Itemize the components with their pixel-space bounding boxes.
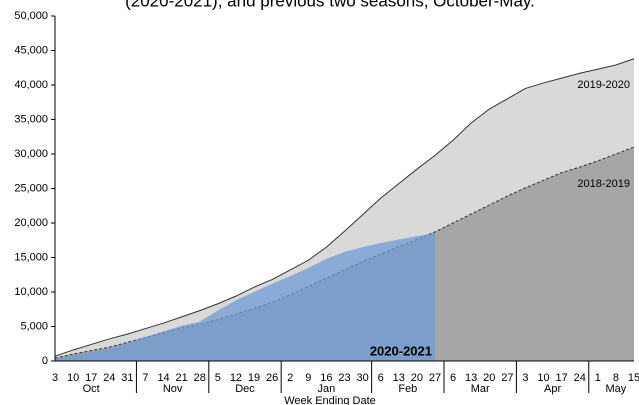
chart-title: (2020-2021), and previous two seasons, O… <box>125 0 535 10</box>
y-tick-label: 50,000 <box>14 10 48 22</box>
y-tick-label: 45,000 <box>14 44 48 56</box>
x-tick-label: 13 <box>393 372 405 384</box>
month-label: Dec <box>235 383 255 395</box>
y-tick-label: 30,000 <box>14 148 48 160</box>
series-label: 2018-2019 <box>577 178 630 190</box>
x-tick-label: 3 <box>52 372 58 384</box>
y-tick-label: 0 <box>42 355 48 367</box>
x-tick-label: 31 <box>121 372 133 384</box>
x-tick-label: 12 <box>230 372 242 384</box>
x-tick-label: 14 <box>157 372 169 384</box>
month-label: May <box>606 383 627 395</box>
x-tick-label: 19 <box>248 372 260 384</box>
x-tick-label: 20 <box>483 372 495 384</box>
month-label: Apr <box>544 383 561 395</box>
x-axis-title: Week Ending Date <box>284 395 376 405</box>
series-label: 2019-2020 <box>577 79 630 91</box>
x-tick-label: 6 <box>450 372 456 384</box>
x-tick-label: 7 <box>142 372 148 384</box>
area <box>55 147 634 361</box>
x-tick-label: 20 <box>411 372 423 384</box>
line <box>54 58 635 357</box>
x-tick-label: 24 <box>103 372 115 384</box>
x-tick-label: 27 <box>501 372 513 384</box>
x-tick-label: 3 <box>522 372 528 384</box>
x-tick-label: 16 <box>320 372 332 384</box>
x-tick-label: 23 <box>338 372 350 384</box>
x-tick-label: 28 <box>194 372 206 384</box>
x-tick-label: 13 <box>465 372 477 384</box>
y-tick-label: 20,000 <box>14 217 48 229</box>
month-label: Mar <box>471 383 490 395</box>
line <box>54 146 635 359</box>
x-tick-label: 10 <box>537 372 549 384</box>
x-tick-label: 1 <box>595 372 601 384</box>
y-tick-label: 35,000 <box>14 113 48 125</box>
x-tick-label: 17 <box>85 372 97 384</box>
x-tick-label: 26 <box>266 372 278 384</box>
x-tick-label: 21 <box>176 372 188 384</box>
month-label: Feb <box>398 383 417 395</box>
y-tick-label: 25,000 <box>14 182 48 194</box>
y-tick-label: 15,000 <box>14 251 48 263</box>
y-tick-label: 40,000 <box>14 79 48 91</box>
x-tick-label: 5 <box>215 372 221 384</box>
x-tick-label: 10 <box>67 372 79 384</box>
x-tick-label: 15 <box>628 372 639 384</box>
x-tick-label: 30 <box>356 372 368 384</box>
month-label: Oct <box>83 383 100 395</box>
y-tick-label: 5,000 <box>20 320 48 332</box>
x-tick-label: 27 <box>429 372 441 384</box>
x-tick-label: 6 <box>378 372 384 384</box>
x-tick-label: 9 <box>305 372 311 384</box>
x-tick-label: 24 <box>574 372 586 384</box>
series-label: 2020-2021 <box>370 343 432 358</box>
area <box>55 233 435 361</box>
month-label: Jan <box>318 383 336 395</box>
x-tick-label: 8 <box>613 372 619 384</box>
x-tick-label: 2 <box>287 372 293 384</box>
x-tick-label: 17 <box>556 372 568 384</box>
month-label: Nov <box>163 383 183 395</box>
y-tick-label: 10,000 <box>14 286 48 298</box>
